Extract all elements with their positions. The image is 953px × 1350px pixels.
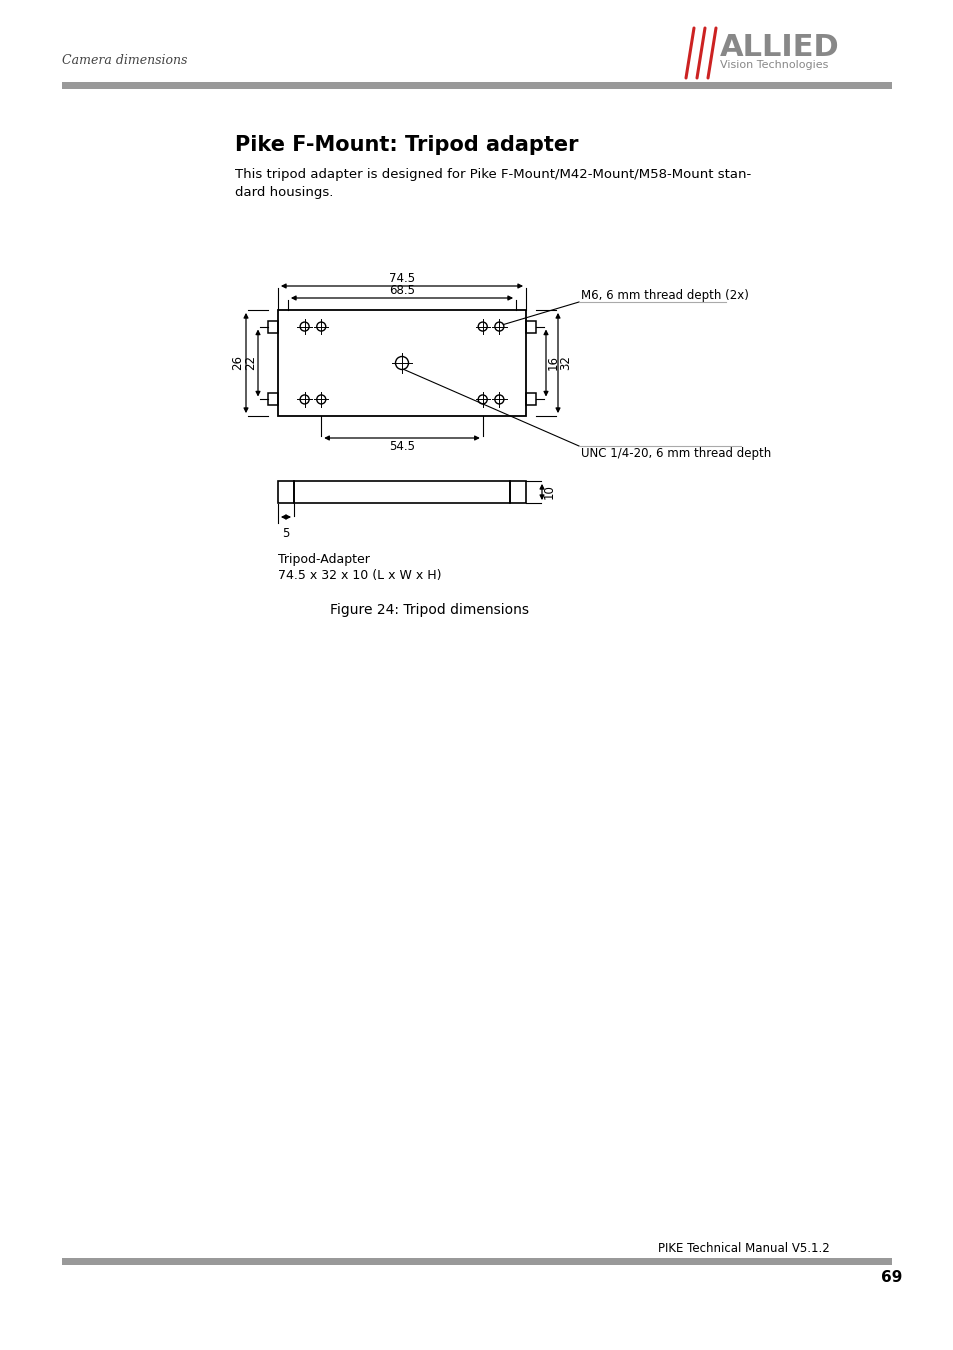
Text: 10: 10 — [542, 485, 555, 500]
Text: Vision Technologies: Vision Technologies — [720, 59, 827, 70]
Text: Tripod-Adapter: Tripod-Adapter — [277, 554, 370, 566]
Bar — [525, 320, 536, 332]
Text: 32: 32 — [558, 355, 572, 370]
Text: 22: 22 — [244, 355, 257, 370]
Text: PIKE Technical Manual V5.1.2: PIKE Technical Manual V5.1.2 — [658, 1242, 829, 1254]
Text: 74.5: 74.5 — [389, 273, 415, 285]
Text: Figure 24: Tripod dimensions: Figure 24: Tripod dimensions — [330, 603, 529, 617]
Text: dard housings.: dard housings. — [234, 186, 333, 198]
Bar — [62, 82, 891, 89]
Bar — [525, 393, 536, 405]
Bar — [294, 481, 510, 504]
Text: 69: 69 — [881, 1270, 902, 1285]
Bar — [277, 481, 294, 504]
Text: 26: 26 — [232, 355, 244, 370]
Text: 5: 5 — [282, 526, 290, 540]
Text: UNC 1/4-20, 6 mm thread depth: UNC 1/4-20, 6 mm thread depth — [580, 447, 770, 460]
Text: 74.5 x 32 x 10 (L x W x H): 74.5 x 32 x 10 (L x W x H) — [277, 568, 441, 582]
Text: 16: 16 — [546, 355, 558, 370]
Bar — [277, 310, 525, 416]
Text: Pike F-Mount: Tripod adapter: Pike F-Mount: Tripod adapter — [234, 135, 578, 155]
Text: M6, 6 mm thread depth (2x): M6, 6 mm thread depth (2x) — [580, 289, 748, 302]
Bar — [268, 393, 277, 405]
Text: ALLIED: ALLIED — [720, 32, 839, 62]
Bar — [62, 1258, 891, 1265]
Text: Camera dimensions: Camera dimensions — [62, 54, 187, 66]
Text: 68.5: 68.5 — [389, 285, 415, 297]
Bar — [510, 481, 525, 504]
Bar — [268, 320, 277, 332]
Text: 54.5: 54.5 — [389, 440, 415, 454]
Text: This tripod adapter is designed for Pike F-Mount/M42-Mount/M58-Mount stan-: This tripod adapter is designed for Pike… — [234, 167, 750, 181]
